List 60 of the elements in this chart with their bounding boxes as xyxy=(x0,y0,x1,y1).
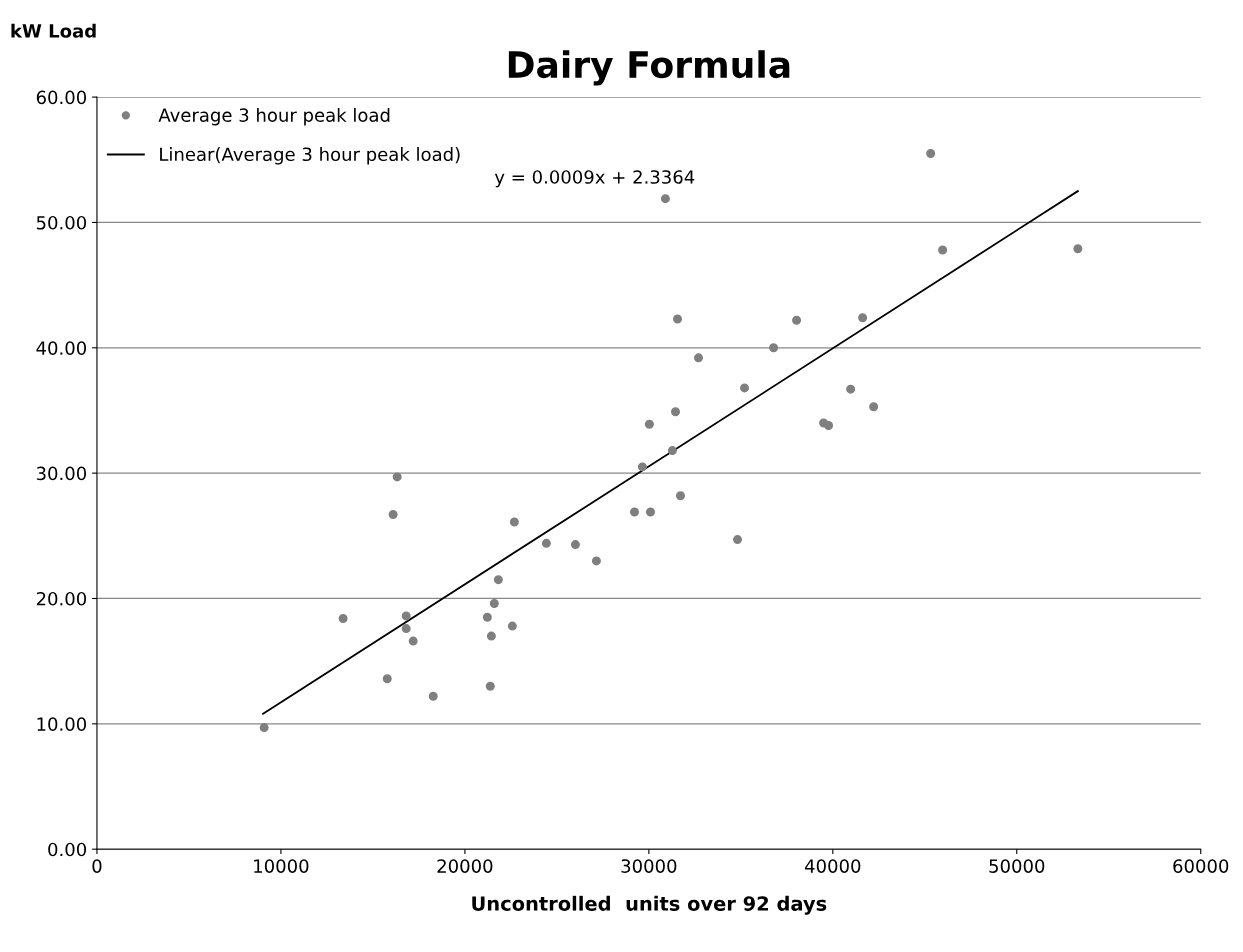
y-axis-title: kW Load xyxy=(11,23,96,38)
point xyxy=(493,575,503,585)
point xyxy=(401,624,411,634)
y-tick-label: 0.00 xyxy=(48,842,87,857)
point xyxy=(591,556,601,566)
point xyxy=(1073,244,1083,254)
point xyxy=(507,621,517,631)
legend-label: Average 3 hour peak load xyxy=(158,107,390,126)
point xyxy=(338,614,348,624)
point xyxy=(541,538,551,548)
point xyxy=(392,472,402,482)
point xyxy=(489,599,499,609)
x-tick-label: 40000 xyxy=(804,859,861,873)
point xyxy=(675,491,685,501)
point xyxy=(673,314,683,324)
y-tick-label: 60.00 xyxy=(36,90,87,105)
point xyxy=(869,402,879,412)
point xyxy=(846,384,856,394)
legend-label: Linear(Average 3 hour peak load) xyxy=(160,147,460,165)
point xyxy=(486,631,496,641)
point xyxy=(408,636,418,646)
x-tick-label: 60000 xyxy=(1173,859,1229,873)
x-tick-label: 10000 xyxy=(254,859,309,873)
point xyxy=(401,611,411,621)
point xyxy=(792,315,802,325)
point xyxy=(382,674,392,684)
x-axis-title: Uncontrolled units over 92 days xyxy=(472,895,827,915)
point xyxy=(671,407,681,417)
chart-title: Dairy Formula xyxy=(508,50,790,86)
y-tick-label: 20.00 xyxy=(36,591,87,606)
x-tick-label: 50000 xyxy=(989,859,1045,873)
point xyxy=(485,681,495,691)
y-tick-label: 50.00 xyxy=(36,215,87,230)
y-tick-label: 40.00 xyxy=(36,341,87,355)
y-tick-label: 30.00 xyxy=(36,466,87,481)
point xyxy=(660,194,670,204)
x-tick-label: 0 xyxy=(92,859,102,873)
point xyxy=(740,383,750,393)
point xyxy=(938,245,948,255)
x-tick-label: 20000 xyxy=(437,859,493,873)
point xyxy=(388,510,398,520)
point xyxy=(570,540,580,550)
point xyxy=(858,313,868,323)
point xyxy=(824,421,834,431)
point xyxy=(644,419,654,429)
annotation: y = 0.0009x + 2.3364 xyxy=(494,170,695,188)
point xyxy=(667,446,677,456)
point xyxy=(926,149,936,159)
point xyxy=(509,517,519,527)
point xyxy=(428,691,438,701)
y-tick-label: 10.00 xyxy=(37,717,87,731)
point xyxy=(694,353,704,363)
x-tick-label: 30000 xyxy=(621,859,677,873)
point xyxy=(259,723,269,733)
point xyxy=(637,462,647,472)
point xyxy=(733,535,743,545)
point xyxy=(629,507,639,517)
point xyxy=(769,343,779,353)
point xyxy=(482,612,492,622)
point xyxy=(646,507,655,517)
